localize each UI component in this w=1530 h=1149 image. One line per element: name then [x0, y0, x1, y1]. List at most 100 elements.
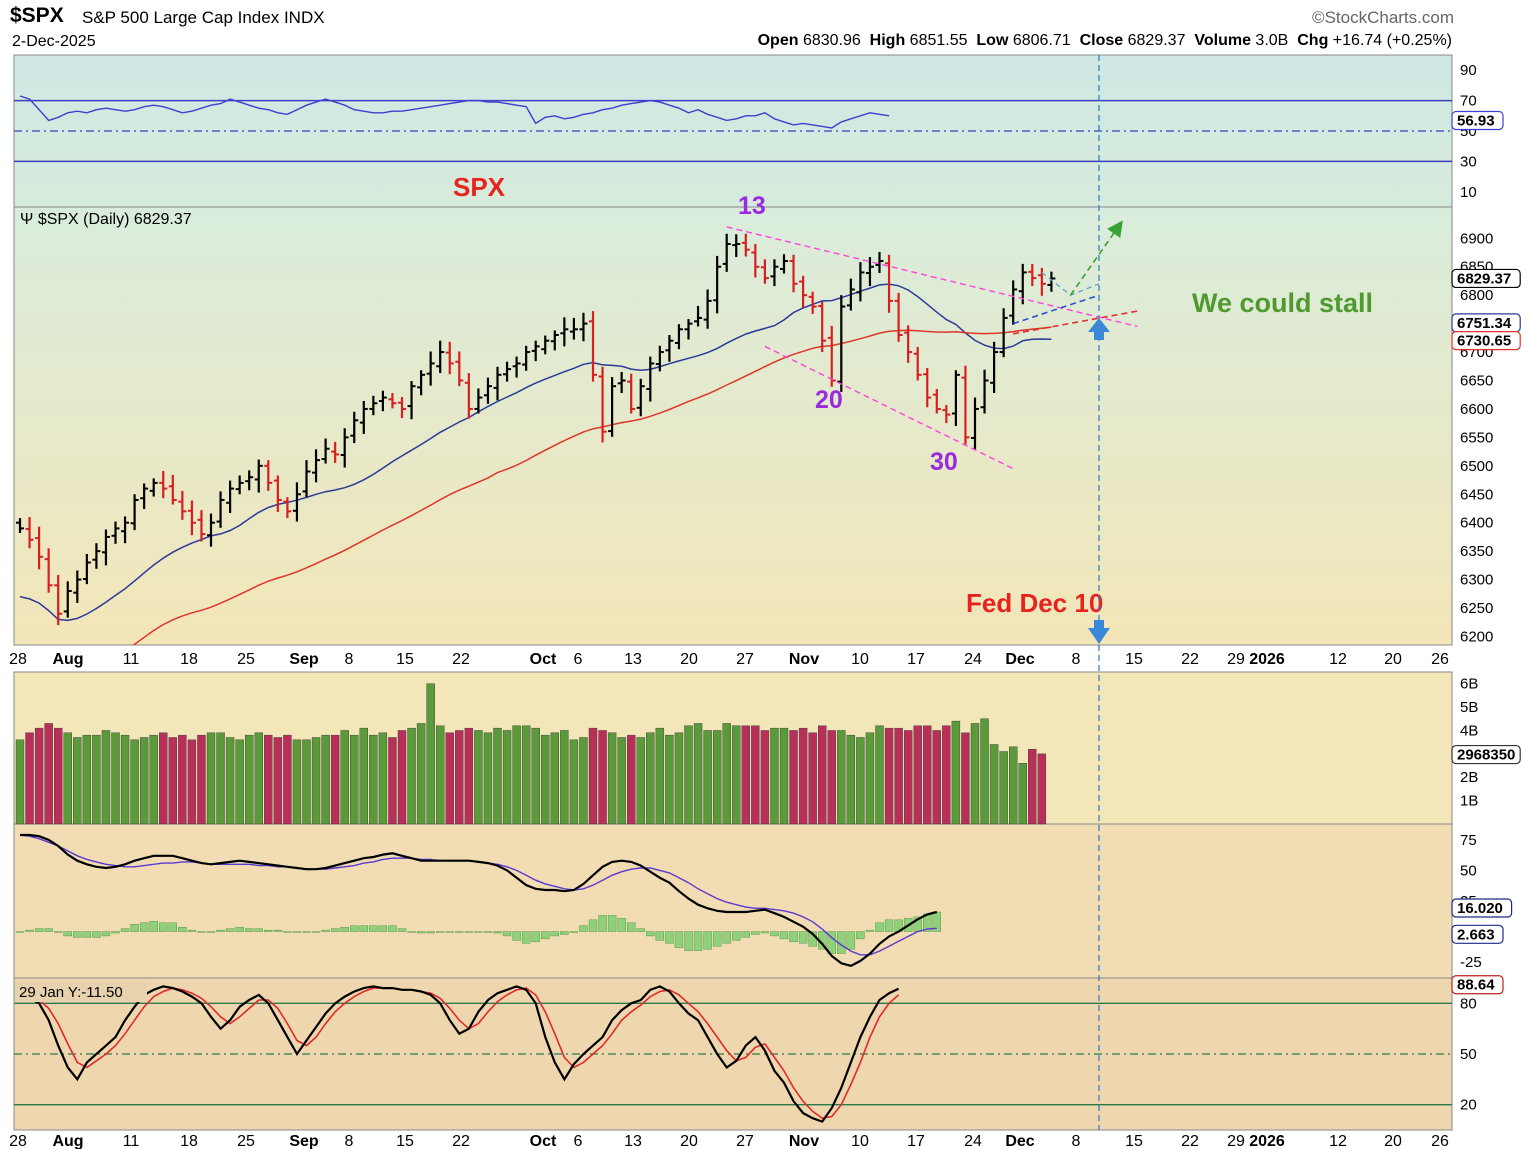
volume-bar [541, 734, 550, 825]
volume-bar [254, 732, 263, 825]
stoch-tick-20: 20 [1460, 1097, 1477, 1114]
volume-bar [751, 725, 760, 825]
volume-bar [197, 734, 206, 825]
volume-bar [894, 727, 903, 825]
volume-bar [92, 734, 101, 825]
rsi-tick-70: 70 [1460, 93, 1477, 110]
projection-up-arrow [1069, 220, 1123, 296]
ohlc-bar [751, 243, 760, 278]
macd-signal-last-value: 2.663 [1457, 926, 1495, 943]
volume-bar [311, 737, 321, 825]
price-xtick: 29 [1227, 651, 1245, 668]
ohlc-bar [875, 251, 884, 273]
volume-bar [445, 732, 454, 825]
macd-histogram-bar [512, 931, 521, 941]
price-tick-6250: 6250 [1460, 600, 1493, 617]
volume-bar [903, 730, 913, 825]
macd-histogram-bar [474, 931, 483, 933]
macd-tick-50: 50 [1460, 862, 1477, 879]
volume-bar [378, 732, 388, 825]
ohlc-bar [245, 470, 254, 491]
volume-bar [923, 725, 932, 825]
bottom-xtick: Dec [1005, 1133, 1034, 1149]
volume-bar [579, 737, 588, 825]
annotation-stall: We could stall [1192, 288, 1373, 318]
high-label: High [869, 32, 906, 49]
volume-tick-2B: 2B [1460, 769, 1478, 786]
bottom-xtick: 20 [1384, 1133, 1402, 1149]
ohlc-bar [732, 234, 741, 258]
macd-histogram-bar [101, 931, 111, 937]
macd-histogram-bar [483, 931, 493, 933]
macd-histogram-bar [63, 931, 72, 937]
ohlc-bar [82, 553, 91, 585]
ohlc-bar [197, 510, 206, 542]
volume-bar [350, 734, 359, 825]
price-legend: Ψ $SPX (Daily) 6829.37 [20, 211, 192, 228]
rsi-last-value-box [1451, 110, 1504, 131]
ohlc-bar [522, 345, 531, 371]
volume-bar [244, 734, 254, 825]
price-xtick: Dec [1005, 651, 1034, 668]
ohlc-bar [168, 474, 177, 505]
stoch-tick-50: 50 [1460, 1046, 1477, 1063]
macd-histogram-bar [130, 924, 139, 932]
ohlc-bar [799, 275, 808, 308]
volume-bar [73, 737, 82, 825]
volume-bar [273, 737, 283, 825]
bottom-xtick: Aug [52, 1133, 83, 1149]
volume-bar [837, 730, 846, 825]
open-label: Open [757, 32, 799, 49]
macd-histogram-bar [674, 931, 684, 948]
volume-bar [932, 730, 941, 825]
ohlc-bar [207, 513, 215, 547]
volume-bar [951, 720, 961, 825]
panel-backgrounds [13, 54, 1453, 1131]
macd-histogram-bar [82, 931, 92, 938]
volume-bar [502, 730, 512, 825]
ohlc-bar [627, 373, 636, 414]
ohlc-bar [350, 411, 359, 444]
bottom-xtick: 17 [907, 1133, 925, 1149]
macd-histogram-bar [350, 925, 359, 932]
stoch-tick-80: 80 [1460, 995, 1477, 1012]
volume-bar [961, 732, 970, 825]
index-name-text: S&P 500 Large Cap Index [82, 8, 280, 27]
rsi-tick-10: 10 [1460, 184, 1477, 201]
ohlc-bar [92, 543, 101, 569]
source-credit[interactable]: ©StockCharts.com [1312, 8, 1454, 27]
price-xtick: 12 [1329, 651, 1347, 668]
ohlc-bar [63, 581, 72, 618]
price-xtick: 22 [1181, 651, 1199, 668]
volume-bar [388, 737, 397, 825]
volume-bar [722, 723, 731, 825]
ohlc-bar [646, 356, 655, 402]
ohlc-bar [1047, 271, 1056, 292]
close-label: Close [1079, 32, 1124, 49]
ohlc-bar [990, 341, 999, 394]
volume-bar [703, 730, 712, 825]
bottom-xtick: 29 [1227, 1133, 1245, 1149]
price-tick-6900: 6900 [1460, 230, 1493, 247]
chart-marks: 10 30 50 70 90 56.93 6200 6250 6300 6350 6400 6450 6… [9, 55, 1521, 1149]
ohlc-bar [340, 428, 349, 468]
ma-slow-line [132, 326, 1052, 645]
macd-histogram-bar [235, 926, 244, 932]
ohlc-bar [579, 312, 588, 342]
macd-histogram-bar [54, 931, 63, 933]
volume-bar [407, 727, 416, 825]
macd-histogram-bar [722, 931, 731, 944]
macd-histogram-bar [875, 922, 884, 932]
ohlc-bar [474, 388, 483, 414]
macd-histogram-bar [34, 928, 44, 932]
volume-bar [913, 725, 922, 825]
macd-histogram-bar [111, 931, 120, 934]
ohlc-bar [608, 377, 617, 437]
price-xtick: 8 [1072, 651, 1081, 668]
bottom-xtick: 28 [9, 1133, 27, 1149]
volume-bar [321, 734, 330, 825]
rsi-tick-30: 30 [1460, 153, 1477, 170]
macd-histogram-bar [254, 928, 263, 932]
volume-bar [884, 727, 894, 825]
